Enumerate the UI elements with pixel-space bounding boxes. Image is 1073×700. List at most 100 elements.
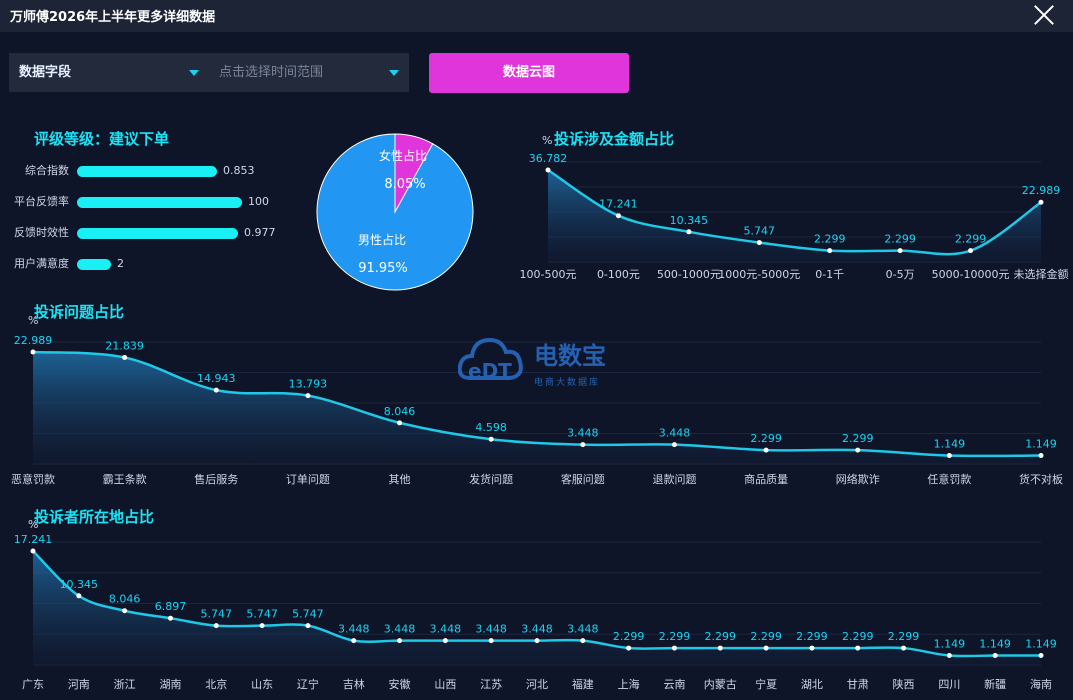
x-tick-label: 其他 [389,473,411,486]
data-point [580,638,586,644]
data-label: 2.299 [659,630,691,643]
filter-bar: 数据字段 点击选择时间范围 [9,53,409,92]
data-label: 2.299 [955,233,987,246]
data-point [671,442,677,448]
data-point [1038,653,1044,659]
data-label: 5.747 [246,608,278,621]
data-point [397,420,403,426]
data-label: 2.299 [705,630,737,643]
data-label: 3.448 [384,623,416,636]
title-bar: 万师傅2026年上半年更多详细数据 [0,0,1073,32]
rating-row: 反馈时效性 0.977 [0,226,300,240]
x-tick-label: 0-100元 [597,268,640,281]
data-label: 2.299 [842,432,874,445]
data-point [809,645,815,651]
data-label: 1.149 [1025,438,1057,451]
time-range-placeholder: 点击选择时间范围 [219,65,324,80]
pie-label: 女性占比 [379,148,427,163]
data-point [213,387,219,393]
x-tick-label: 江苏 [480,678,502,691]
data-point [580,442,586,448]
data-label: 14.943 [197,372,236,385]
x-tick-label: 上海 [618,677,640,691]
data-label: 3.448 [567,427,599,440]
data-point [305,393,311,399]
data-label: 3.448 [338,623,370,636]
data-point [1038,199,1044,205]
x-tick-label: 吉林 [343,677,365,691]
data-point [122,608,128,614]
amount-chart-title: 投诉涉及金额占比 [554,130,675,148]
data-label: 10.345 [60,578,99,591]
data-label: 1.149 [934,638,966,651]
data-field-select[interactable]: 数据字段 [19,53,209,92]
data-point [167,615,173,621]
data-label: 2.299 [888,630,920,643]
data-point [122,354,128,360]
x-tick-label: 新疆 [984,677,1006,691]
rating-row: 综合指数 0.853 [0,164,300,178]
data-point [305,623,311,629]
x-tick-label: 陕西 [893,677,915,691]
data-label: 10.345 [670,214,709,227]
x-tick-label: 客服问题 [561,472,605,486]
data-point [442,638,448,644]
data-label: 2.299 [613,630,645,643]
data-point [827,248,833,254]
data-point [615,213,621,219]
rating-label: 用户满意度 [14,257,69,270]
issue-chart-title: 投诉问题占比 [34,303,125,321]
data-point [968,248,974,254]
logo-text: eDT [468,359,512,383]
x-tick-label: 售后服务 [194,472,238,486]
x-tick-label: 湖南 [159,678,181,691]
x-tick-label: 北京 [205,677,227,691]
data-point [855,645,861,651]
y-axis-label: % [542,134,552,147]
rating-bar [77,197,242,208]
x-tick-label: 河南 [68,678,90,691]
rating-title: 评级等级：建议下单 [34,130,170,148]
data-cloud-button[interactable]: 数据云图 [429,53,629,93]
x-tick-label: 0-1千 [815,268,844,281]
x-tick-label: 云南 [663,678,685,691]
data-field-label: 数据字段 [19,65,72,80]
data-label: 36.782 [529,152,568,165]
data-label: 3.448 [475,623,507,636]
rating-row: 平台反馈率 100 [0,195,300,209]
rating-value: 100 [248,195,269,208]
x-tick-label: 退款问题 [652,472,696,486]
series-area [548,170,1041,262]
data-point [901,645,907,651]
data-point [213,623,219,629]
data-label: 5.747 [201,608,233,621]
x-tick-label: 任意罚款 [927,472,971,486]
data-label: 22.989 [14,334,53,347]
pie-value: 91.95% [358,261,408,276]
data-label: 2.299 [796,630,828,643]
x-tick-label: 恶意罚款 [11,472,55,486]
data-point [686,229,692,235]
gender-pie-chart: 女性占比 8.05% 男性占比 91.95% [316,133,474,291]
data-label: 8.046 [109,593,141,606]
x-tick-label: 100-500元 [520,268,577,281]
data-label: 4.598 [475,421,507,434]
data-point [763,447,769,453]
rating-label: 综合指数 [25,164,69,177]
x-tick-label: 浙江 [114,678,136,691]
x-tick-label: 0-5万 [886,268,915,281]
data-point [534,638,540,644]
data-point [76,593,82,599]
rating-label: 平台反馈率 [14,195,69,208]
data-point [397,638,403,644]
data-label: 2.299 [750,630,782,643]
time-range-select[interactable]: 点击选择时间范围 [219,53,399,92]
data-label: 2.299 [842,630,874,643]
data-point [488,436,494,442]
data-label: 17.241 [599,198,638,211]
data-point [30,349,36,355]
data-label: 3.448 [521,623,553,636]
x-tick-label: 5000-10000元 [932,268,1010,281]
cloud-logo-icon: eDT 电数宝 电商大数据库 [457,337,606,388]
